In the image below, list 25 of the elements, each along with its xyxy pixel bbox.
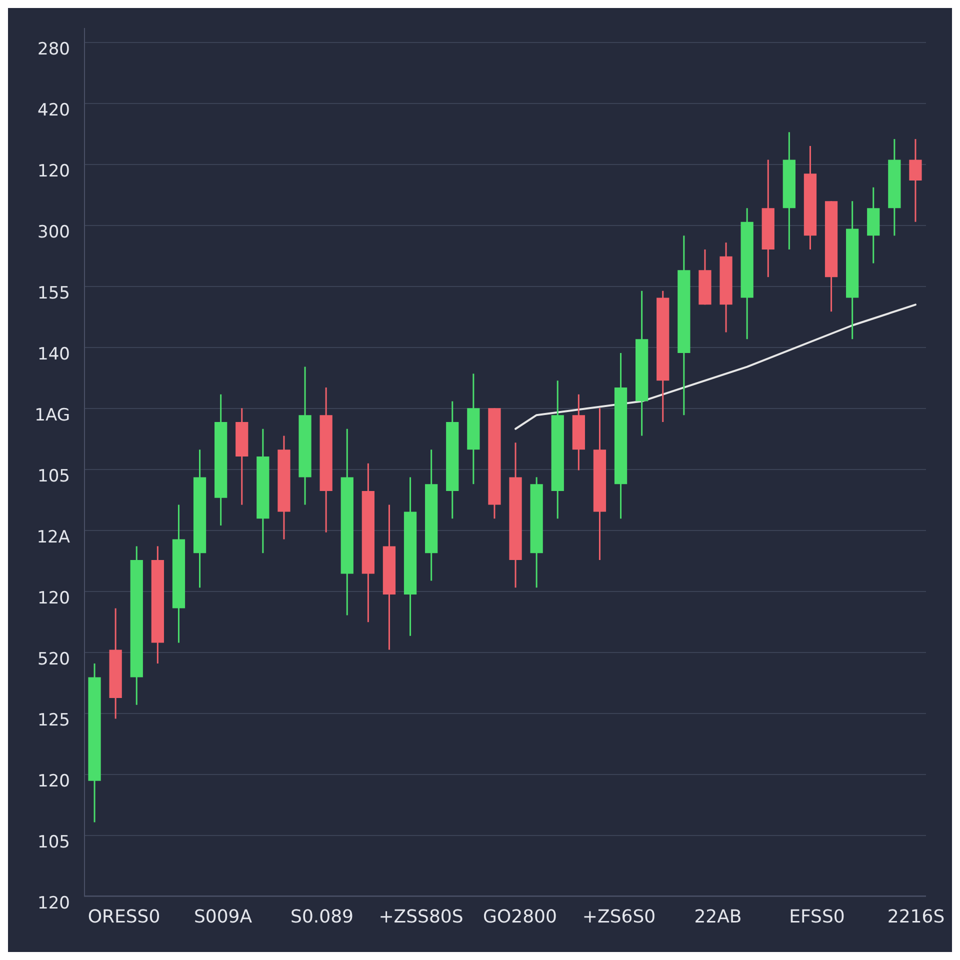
- text: 120: [38, 893, 70, 914]
- text: S0.089: [290, 906, 354, 928]
- text: 120: [38, 771, 70, 792]
- text: 105: [38, 832, 70, 852]
- text: GO2800: [483, 906, 557, 928]
- text: +ZSS80S: [378, 906, 464, 928]
- text: 300: [38, 222, 70, 242]
- text: 2216S: [887, 906, 945, 928]
- text: 120: [38, 588, 70, 608]
- text: 420: [38, 100, 70, 120]
- text: EFSS0: [789, 906, 845, 928]
- text: 120: [38, 161, 70, 182]
- text: 105: [38, 466, 70, 486]
- text: S009A: [194, 906, 253, 928]
- text: +ZS6S0: [582, 906, 656, 928]
- candlestick: [909, 138, 922, 223]
- text: 520: [38, 649, 70, 670]
- text: 155: [38, 283, 70, 304]
- text: 12A: [36, 527, 70, 548]
- text: 22AB: [694, 906, 742, 928]
- text: ORESS0: [88, 906, 160, 928]
- text: 280: [38, 39, 70, 60]
- text: 125: [38, 710, 70, 730]
- text: 1AG: [34, 405, 70, 426]
- text: 140: [38, 344, 70, 364]
